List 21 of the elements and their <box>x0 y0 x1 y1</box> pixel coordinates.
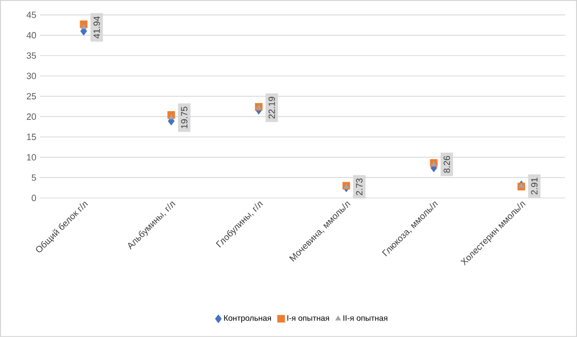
y-tick-label: 10 <box>27 154 36 161</box>
data-label: 19.75 <box>181 106 188 128</box>
legend-label: Контрольная <box>224 315 271 322</box>
data-label: 2.91 <box>531 178 538 194</box>
data-label: 22.19 <box>268 96 275 119</box>
y-tick-label: 15 <box>27 134 36 140</box>
y-tick-label: 45 <box>26 12 36 18</box>
y-tick-label: 30 <box>26 72 36 80</box>
data-label: 2.73 <box>356 178 362 196</box>
y-tick-label: 25 <box>26 93 36 100</box>
y-tick-label: 20 <box>26 113 36 120</box>
y-tick-label: 0 <box>32 194 36 202</box>
point <box>80 24 86 30</box>
legend-label: I-я опытная <box>287 315 329 321</box>
data-label: 41.94 <box>93 16 100 38</box>
y-tick-label: 40 <box>26 32 36 38</box>
legend-label: II-я опытная <box>343 315 388 321</box>
y-tick-label: 5 <box>32 174 36 181</box>
data-label: 8.26 <box>444 156 450 173</box>
y-tick-label: 35 <box>26 52 36 59</box>
point <box>168 114 174 120</box>
